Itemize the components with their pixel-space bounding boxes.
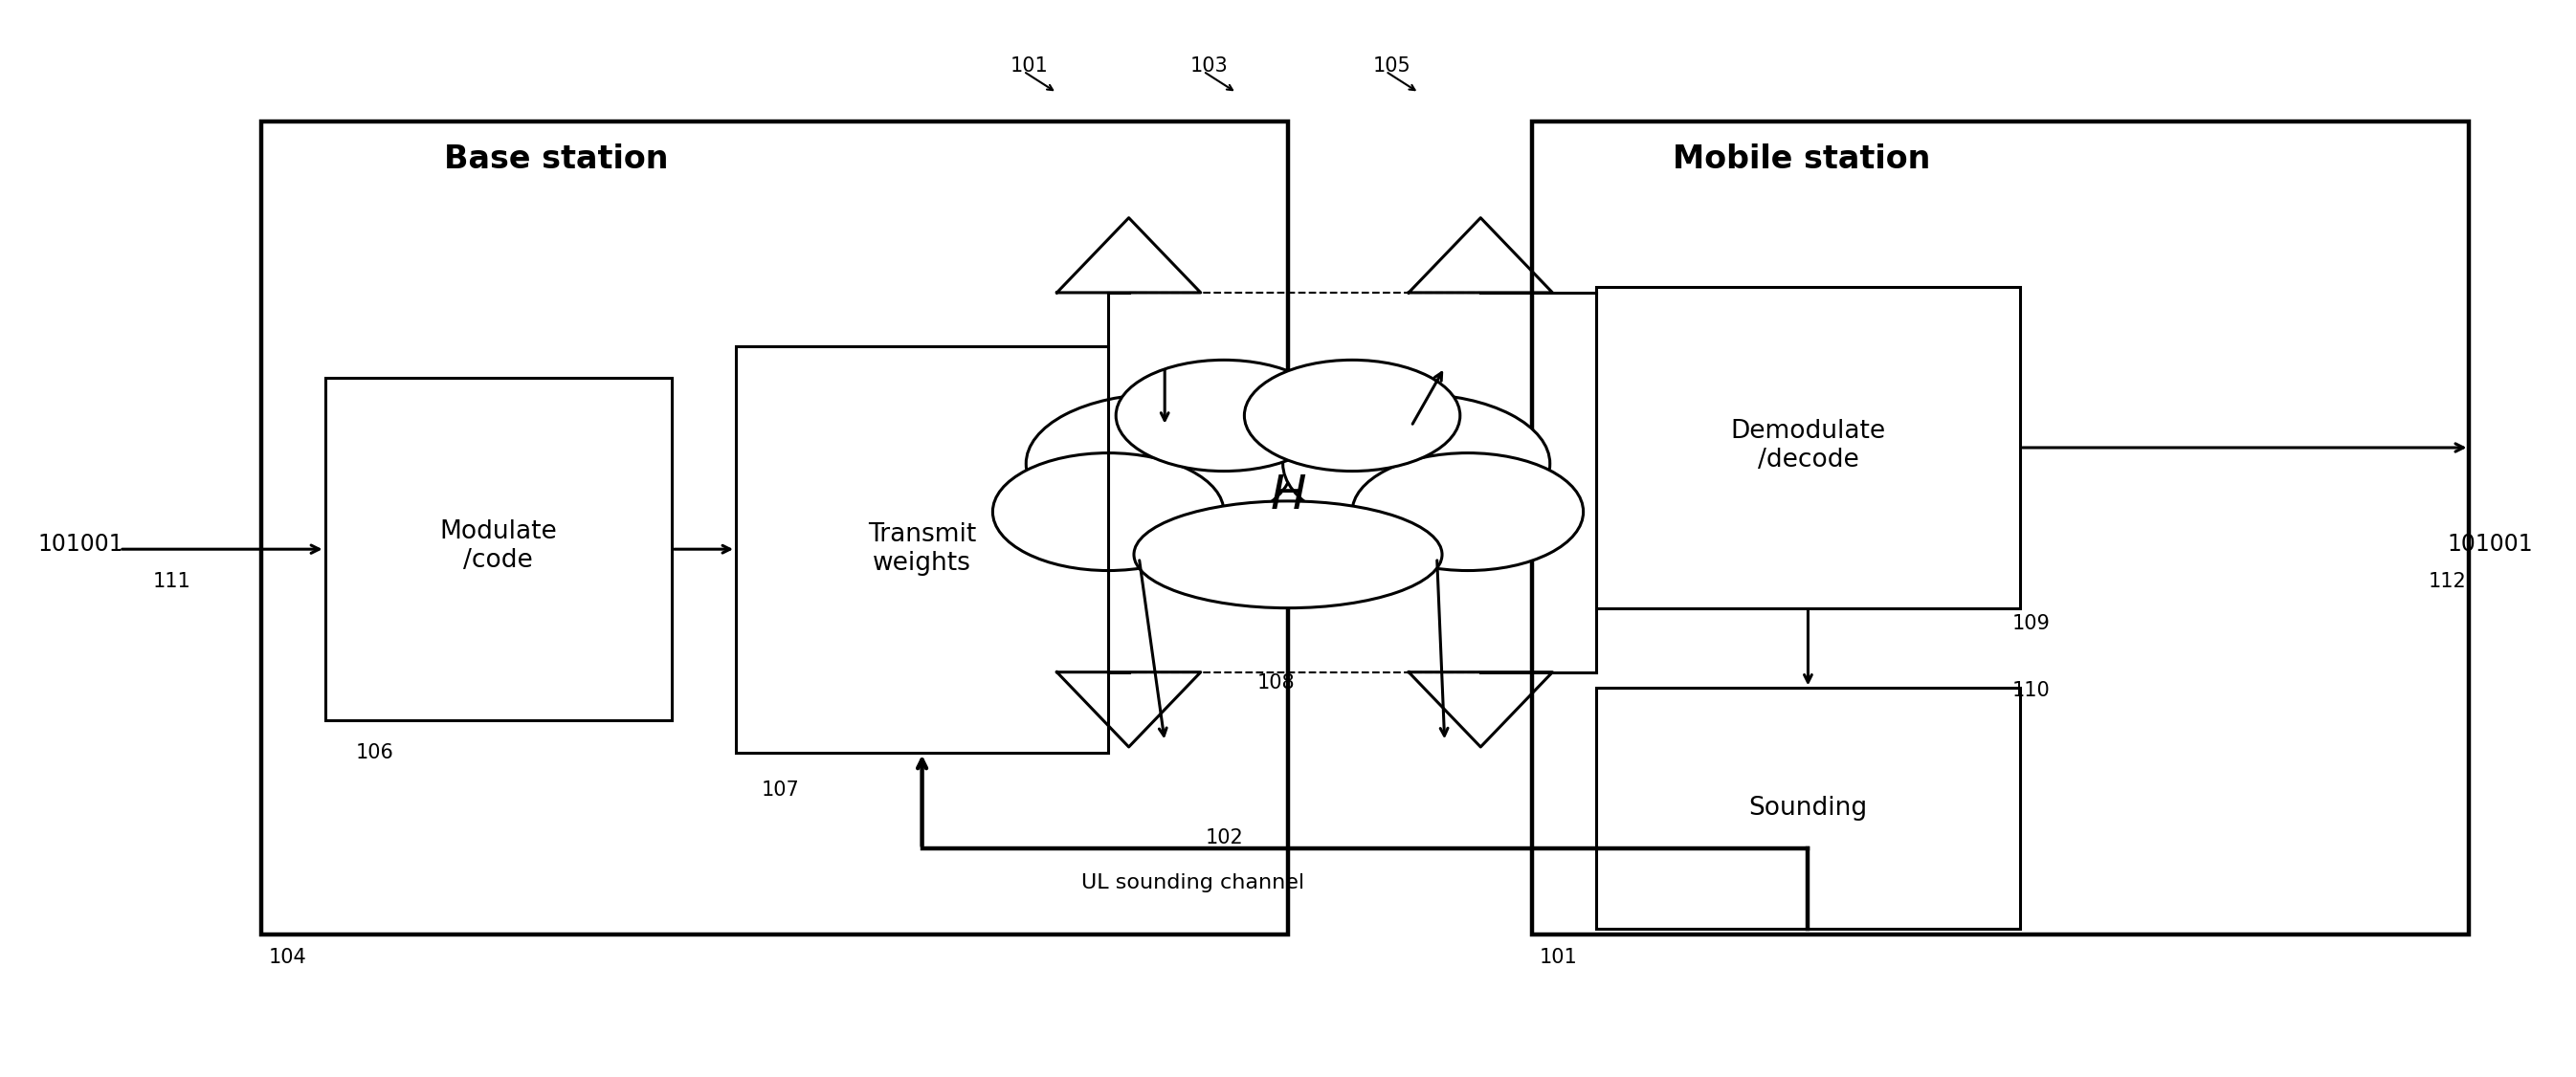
- Text: 103: 103: [1190, 56, 1229, 75]
- Text: 107: 107: [762, 780, 799, 799]
- Text: Mobile station: Mobile station: [1672, 143, 1929, 174]
- Text: UL sounding channel: UL sounding channel: [1082, 873, 1303, 892]
- Ellipse shape: [1133, 501, 1443, 609]
- Bar: [1597, 688, 2020, 928]
- Bar: [325, 378, 672, 721]
- Text: 101: 101: [1010, 56, 1048, 75]
- Bar: [1597, 288, 2020, 609]
- Text: 101001: 101001: [2447, 532, 2532, 556]
- Bar: [1533, 122, 2470, 934]
- Text: Transmit
weights: Transmit weights: [868, 522, 976, 576]
- Text: 111: 111: [152, 572, 191, 591]
- Text: Demodulate
/decode: Demodulate /decode: [1731, 419, 1886, 473]
- Ellipse shape: [1352, 453, 1584, 571]
- Text: H: H: [1270, 473, 1306, 519]
- Text: 101: 101: [1540, 948, 1577, 967]
- Text: 104: 104: [268, 948, 307, 967]
- Ellipse shape: [1244, 360, 1461, 471]
- Text: 102: 102: [1206, 828, 1244, 848]
- Text: 110: 110: [2012, 681, 2050, 700]
- Ellipse shape: [1283, 394, 1551, 533]
- Text: 112: 112: [2429, 572, 2465, 591]
- Text: 101001: 101001: [39, 532, 124, 556]
- Text: Base station: Base station: [443, 143, 667, 174]
- Ellipse shape: [1115, 360, 1332, 471]
- Text: 106: 106: [355, 743, 394, 761]
- Bar: [260, 122, 1288, 934]
- Ellipse shape: [1103, 400, 1473, 592]
- Text: 109: 109: [2012, 615, 2050, 633]
- Text: 108: 108: [1257, 673, 1296, 693]
- Ellipse shape: [992, 453, 1224, 571]
- Bar: [737, 346, 1108, 753]
- Text: Modulate
/code: Modulate /code: [440, 519, 556, 573]
- Text: Sounding: Sounding: [1749, 796, 1868, 821]
- Ellipse shape: [1025, 394, 1293, 533]
- Text: 105: 105: [1373, 56, 1412, 75]
